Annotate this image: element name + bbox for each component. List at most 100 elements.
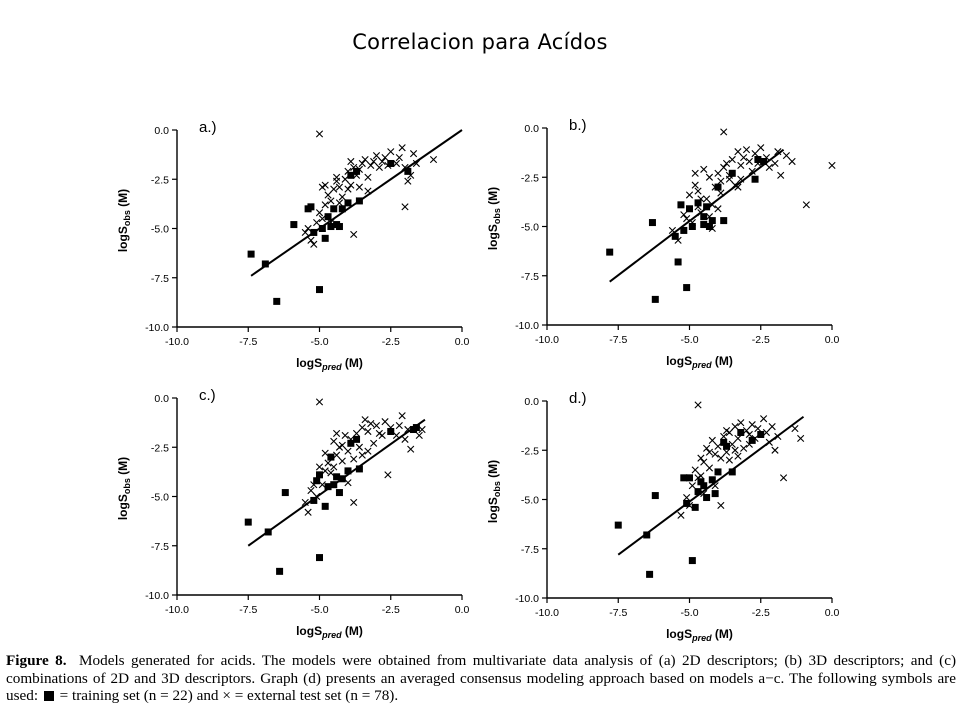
- test-point-stroke: [771, 446, 779, 454]
- test-point-stroke: [370, 439, 378, 447]
- x-tick-label: -5.0: [310, 336, 328, 348]
- test-point: [335, 199, 344, 207]
- test-point: [685, 501, 694, 509]
- test-point-stroke: [688, 218, 696, 227]
- test-point-stroke: [330, 463, 338, 471]
- test-point: [728, 440, 736, 448]
- test-point-stroke: [333, 173, 341, 181]
- test-point: [429, 155, 438, 164]
- test-point-stroke: [802, 201, 810, 209]
- test-point: [347, 181, 355, 189]
- figure-caption: Figure 8. Models generated for acids. Th…: [6, 652, 956, 705]
- test-point-stroke: [711, 482, 719, 490]
- x-tick-label: -7.5: [609, 607, 627, 619]
- test-point: [748, 167, 756, 175]
- training-point: [307, 203, 315, 211]
- test-point: [327, 197, 335, 205]
- test-point-stroke: [774, 432, 782, 441]
- test-point-stroke: [315, 130, 324, 138]
- test-point: [344, 447, 352, 455]
- test-point-stroke: [751, 150, 759, 158]
- test-point-stroke: [324, 459, 332, 467]
- training-point: [728, 169, 736, 177]
- test-point: [304, 224, 312, 233]
- training-point: [355, 197, 363, 205]
- test-point: [347, 157, 355, 166]
- test-point: [779, 474, 788, 482]
- training-point: [688, 223, 696, 230]
- test-point-stroke: [372, 152, 381, 160]
- test-point: [720, 128, 728, 136]
- test-point-stroke: [404, 425, 412, 434]
- test-point-stroke: [412, 159, 420, 168]
- test-point: [777, 171, 785, 179]
- test-point-stroke: [358, 423, 366, 432]
- training-point: [683, 284, 691, 292]
- test-point: [722, 159, 731, 168]
- training-point: [674, 258, 682, 266]
- test-point: [677, 511, 685, 519]
- y-axis-label: logSobs (M): [486, 460, 502, 523]
- test-point-stroke: [697, 454, 705, 462]
- y-tick-label: -2.5: [151, 174, 169, 186]
- test-point-stroke: [315, 209, 324, 217]
- scatter-plot-a: -10.0 -7.5 -5.0 -2.5 0.0 0.0 -2.5 -5.0 -7.5 -10.0…: [105, 110, 505, 372]
- test-point: [324, 191, 332, 199]
- test-point-stroke: [705, 448, 714, 456]
- training-point: [327, 223, 335, 231]
- test-point: [708, 436, 716, 444]
- test-point: [774, 148, 782, 156]
- test-point: [358, 423, 366, 432]
- training-point: [714, 468, 722, 476]
- test-point: [315, 130, 324, 138]
- x-tick-label: 0.0: [825, 334, 840, 346]
- test-point: [347, 435, 355, 443]
- test-point: [694, 187, 702, 195]
- test-point: [307, 487, 315, 495]
- x-axis-label: logSpred (M): [296, 624, 363, 640]
- y-axis-label: logSobs (M): [486, 187, 502, 250]
- test-point: [700, 490, 708, 498]
- test-point-stroke: [372, 421, 381, 430]
- test-point-stroke: [734, 434, 742, 443]
- test-point: [694, 203, 702, 211]
- test-point: [762, 153, 771, 162]
- training-point: [344, 467, 352, 475]
- test-point-stroke: [708, 436, 716, 444]
- test-point-stroke: [318, 481, 326, 489]
- test-point: [321, 449, 329, 457]
- test-point: [367, 161, 375, 170]
- test-point-stroke: [395, 153, 403, 162]
- test-point: [304, 508, 312, 516]
- x-tick-label: -5.0: [680, 607, 698, 619]
- scatter-svg: -10.0 -7.5 -5.0 -2.5 0.0 0.0 -2.5 -5.0 -7.5 -10.0…: [486, 390, 839, 643]
- test-point-stroke: [344, 185, 352, 193]
- test-point-stroke: [364, 447, 372, 455]
- test-point: [324, 459, 332, 467]
- test-point: [737, 161, 745, 170]
- training-set-symbol: [43, 691, 54, 701]
- test-point-stroke: [375, 429, 383, 438]
- training-point: [353, 435, 361, 443]
- training-point: [310, 496, 318, 504]
- test-point: [338, 457, 346, 465]
- test-point: [404, 177, 412, 185]
- test-point-stroke: [350, 163, 358, 172]
- test-point: [734, 452, 742, 460]
- scatter-plot-d: -10.0 -7.5 -5.0 -2.5 0.0 0.0 -2.5 -5.0 -7.5 -10.0…: [475, 381, 875, 643]
- test-point: [720, 432, 728, 441]
- test-point: [731, 423, 739, 431]
- training-point: [387, 427, 395, 435]
- test-point: [341, 175, 349, 183]
- training-point: [321, 502, 329, 510]
- test-point: [387, 148, 395, 156]
- test-point: [364, 447, 372, 455]
- test-point-stroke: [327, 469, 335, 477]
- test-point-stroke: [745, 430, 753, 439]
- test-point-stroke: [324, 191, 332, 199]
- test-point-stroke: [344, 447, 352, 455]
- test-point-stroke: [717, 501, 725, 509]
- y-tick-label: -10.0: [515, 593, 539, 605]
- test-point: [771, 159, 779, 168]
- test-point: [714, 442, 722, 450]
